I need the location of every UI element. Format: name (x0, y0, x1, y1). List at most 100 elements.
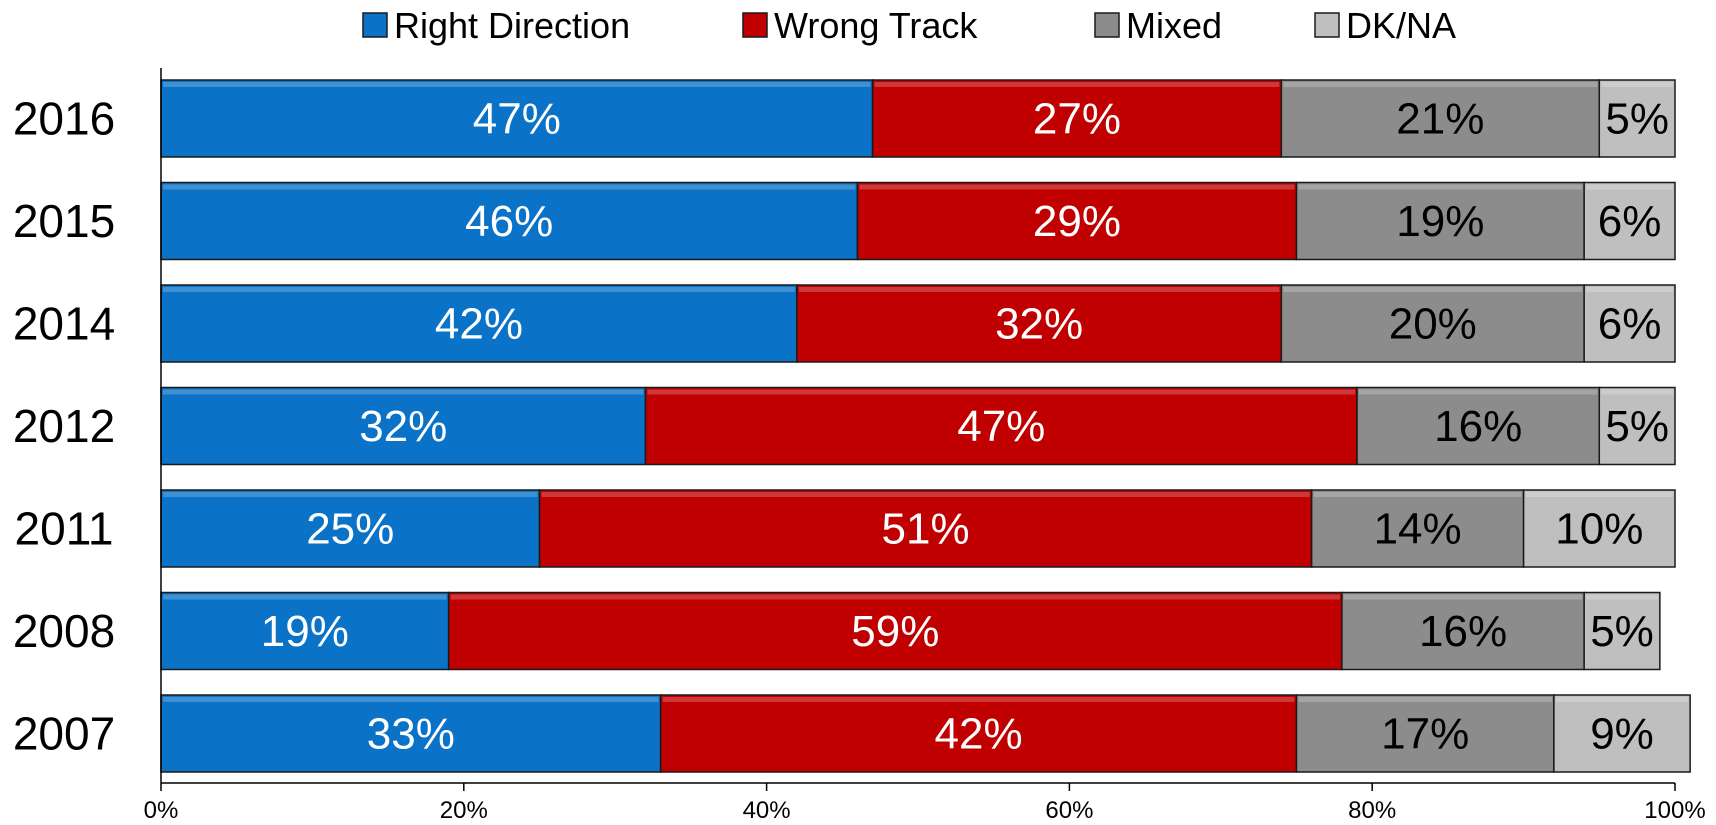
legend: Right Direction Wrong Track Mixed DK/NA (362, 5, 1456, 46)
category-label: 2011 (15, 503, 114, 555)
bar-highlight (163, 594, 447, 600)
bar-right-direction-2012 (160, 386, 647, 466)
bar-highlight (541, 492, 1310, 497)
bar-dk-na-2016 (1598, 79, 1676, 158)
bar-highlight (1283, 82, 1598, 87)
category-label: 2016 (13, 93, 115, 145)
data-label: 14% (1374, 505, 1462, 554)
bar-highlight (163, 82, 871, 87)
bar-dk-na-2011 (1522, 489, 1676, 568)
legend-label: Wrong Track (774, 5, 978, 46)
bar-mixed-2016 (1280, 79, 1601, 158)
bar-right-direction-2008 (160, 591, 450, 671)
bar-highlight (1343, 594, 1583, 600)
bar-highlight (1555, 697, 1689, 702)
bar-highlight (163, 492, 538, 497)
data-label: 25% (306, 505, 394, 554)
data-label: 29% (1033, 197, 1121, 246)
bar-highlight (1586, 184, 1673, 190)
x-tick-label: 60% (1045, 797, 1093, 824)
bar-highlight (1313, 492, 1522, 497)
data-label: 20% (1389, 300, 1477, 349)
data-label: 47% (957, 402, 1045, 451)
data-label: 19% (261, 607, 349, 656)
bar-mixed-2008 (1341, 591, 1585, 671)
data-label: 6% (1598, 300, 1662, 349)
bar-highlight (1586, 594, 1658, 600)
bar-highlight (163, 287, 795, 292)
bar-dk-na-2015 (1583, 181, 1676, 261)
bar-mixed-2011 (1310, 489, 1525, 568)
bar-highlight (798, 287, 1280, 292)
category-labels: 2016 2015 2014 2012 2011 2008 2007 (13, 93, 115, 760)
bar-highlight (163, 697, 659, 702)
data-label: 6% (1598, 197, 1662, 246)
data-label: 59% (851, 607, 939, 656)
category-label: 2008 (13, 605, 115, 657)
legend-swatch (1094, 12, 1120, 38)
data-label: 5% (1590, 607, 1654, 656)
data-label: 32% (995, 300, 1083, 349)
data-label: 47% (473, 95, 561, 144)
data-label: 17% (1381, 710, 1469, 759)
bar-highlight (1601, 389, 1673, 395)
bar-highlight (163, 389, 644, 395)
bar-right-direction-2015 (160, 181, 859, 261)
data-label: 32% (359, 402, 447, 451)
bar-highlight (1298, 697, 1552, 702)
data-label: 42% (435, 300, 523, 349)
bar-highlight (647, 389, 1356, 395)
x-axis-ticks: 0% 20% 40% 60% 80% 100% (144, 783, 1706, 824)
bar-highlight (1601, 82, 1673, 87)
x-tick-label: 100% (1644, 797, 1705, 824)
bar-highlight (1359, 389, 1598, 395)
x-tick-label: 0% (144, 797, 179, 824)
bar-mixed-2007 (1295, 694, 1555, 773)
bar-right-direction-2011 (160, 489, 541, 568)
bar-right-direction-2016 (160, 79, 874, 158)
axes (160, 68, 1675, 784)
bar-dk-na-2014 (1583, 284, 1676, 363)
data-label: 5% (1605, 95, 1669, 144)
bar-wrong-track-2012 (644, 386, 1358, 466)
data-label: 9% (1590, 710, 1654, 759)
bars-area: 47% 27% 21% 5% 46% 29% 19% 6% 42% 32% 20% 6% 32% 47% 1… (160, 79, 1691, 773)
bar-highlight (1525, 492, 1673, 497)
data-label: 10% (1555, 505, 1643, 554)
bar-highlight (1283, 287, 1583, 292)
bar-highlight (662, 697, 1295, 702)
bar-wrong-track-2011 (538, 489, 1313, 568)
legend-swatch (1314, 12, 1340, 38)
category-label: 2015 (13, 195, 115, 247)
bar-highlight (450, 594, 1340, 600)
legend-label: Mixed (1126, 5, 1222, 46)
data-label: 27% (1033, 95, 1121, 144)
data-label: 51% (882, 505, 970, 554)
legend-swatch (362, 12, 388, 38)
data-label: 19% (1396, 197, 1484, 246)
bar-wrong-track-2016 (871, 79, 1283, 158)
category-label: 2014 (13, 298, 115, 350)
data-label: 21% (1396, 95, 1484, 144)
bar-dk-na-2012 (1598, 386, 1676, 466)
x-tick-label: 20% (440, 797, 488, 824)
category-label: 2007 (13, 708, 115, 760)
data-label: 42% (935, 710, 1023, 759)
bar-dk-na-2008 (1583, 591, 1661, 671)
bar-right-direction-2007 (160, 694, 662, 773)
legend-swatch (742, 12, 768, 38)
data-label: 33% (367, 710, 455, 759)
category-label: 2012 (13, 400, 115, 452)
bar-highlight (1586, 287, 1673, 292)
legend-label: DK/NA (1346, 5, 1456, 46)
bar-highlight (1298, 184, 1583, 190)
data-label: 5% (1605, 402, 1669, 451)
bar-mixed-2015 (1295, 181, 1585, 261)
bar-dk-na-2007 (1553, 694, 1691, 773)
x-tick-label: 40% (743, 797, 791, 824)
bar-highlight (163, 184, 856, 190)
data-label: 16% (1434, 402, 1522, 451)
data-label: 16% (1419, 607, 1507, 656)
bar-wrong-track-2015 (856, 181, 1298, 261)
